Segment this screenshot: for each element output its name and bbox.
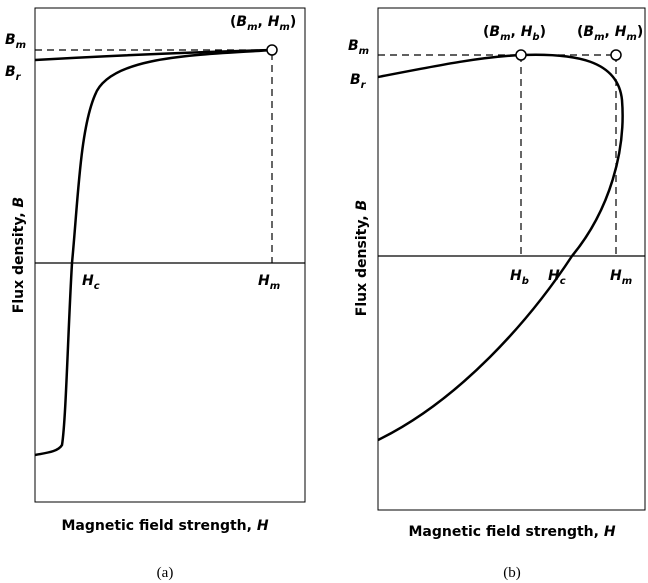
label-part: ): [290, 14, 296, 30]
label-part: m: [279, 22, 289, 33]
point-marker: [515, 49, 527, 61]
label-part: m: [626, 32, 636, 43]
hysteresis-curve: [34, 48, 273, 457]
label-part: Flux density,: [354, 210, 370, 316]
label-part: B: [5, 64, 16, 80]
guide-line: [35, 49, 273, 263]
label-part: ,: [258, 14, 268, 30]
label-part: B: [583, 24, 594, 40]
label-part: b: [532, 32, 539, 43]
label-part: H: [615, 24, 627, 40]
label-part: c: [94, 281, 100, 292]
plot-frame: [377, 7, 646, 511]
label: Hc: [548, 268, 566, 287]
label: Bm: [5, 32, 26, 51]
hysteresis-curve: [377, 53, 624, 442]
label: (Bm, Hb): [483, 24, 546, 43]
label-part: H: [257, 518, 269, 534]
label-part: m: [622, 276, 632, 287]
label-part: m: [16, 40, 26, 51]
label-part: (: [230, 14, 236, 30]
label-part: ,: [511, 24, 521, 40]
y-axis-label: Flux density, B: [354, 200, 370, 316]
label-part: B: [11, 197, 27, 208]
label-part: (: [483, 24, 489, 40]
point-marker: [610, 49, 622, 61]
label-part: ): [637, 24, 643, 40]
label-part: m: [247, 22, 257, 33]
label-part: r: [361, 80, 367, 91]
label-part: c: [560, 276, 566, 287]
x-axis-label: Magnetic field strength, H: [408, 524, 615, 540]
x-axis-label: Magnetic field strength, H: [61, 518, 268, 534]
label-part: ,: [605, 24, 615, 40]
label-part: H: [604, 524, 616, 540]
label: Hm: [258, 273, 280, 292]
label-part: H: [82, 273, 94, 289]
label-part: H: [258, 273, 270, 289]
plot-frame: [34, 7, 306, 503]
label-part: B: [348, 38, 359, 54]
label-part: ): [540, 24, 546, 40]
label-part: B: [5, 32, 16, 48]
label-part: m: [594, 32, 604, 43]
label-part: B: [350, 72, 361, 88]
label-part: Magnetic field strength,: [408, 524, 603, 540]
label-part: H: [268, 14, 280, 30]
label: (Bm, Hm): [577, 24, 643, 43]
label: Br: [350, 72, 367, 91]
y-axis-label: Flux density, B: [11, 197, 27, 313]
label: Br: [5, 64, 22, 83]
label-part: (: [577, 24, 583, 40]
label: Bm: [348, 38, 369, 57]
caption: (a): [157, 565, 174, 581]
caption: (b): [503, 565, 521, 581]
label-part: H: [610, 268, 622, 284]
label-part: m: [500, 32, 510, 43]
label-part: H: [510, 268, 522, 284]
label-part: H: [521, 24, 533, 40]
label-part: B: [489, 24, 500, 40]
label-part: m: [270, 281, 280, 292]
label: (Bm, Hm): [230, 14, 296, 33]
label-part: B: [236, 14, 247, 30]
label-part: B: [354, 200, 370, 211]
label: Hm: [610, 268, 632, 287]
label: Hb: [510, 268, 529, 287]
point-marker: [266, 44, 278, 56]
label-part: Flux density,: [11, 207, 27, 313]
label: Hc: [82, 273, 100, 292]
label-part: r: [16, 72, 22, 83]
label-part: b: [522, 276, 529, 287]
label-part: m: [359, 46, 369, 57]
label-part: H: [548, 268, 560, 284]
label-part: Magnetic field strength,: [61, 518, 256, 534]
